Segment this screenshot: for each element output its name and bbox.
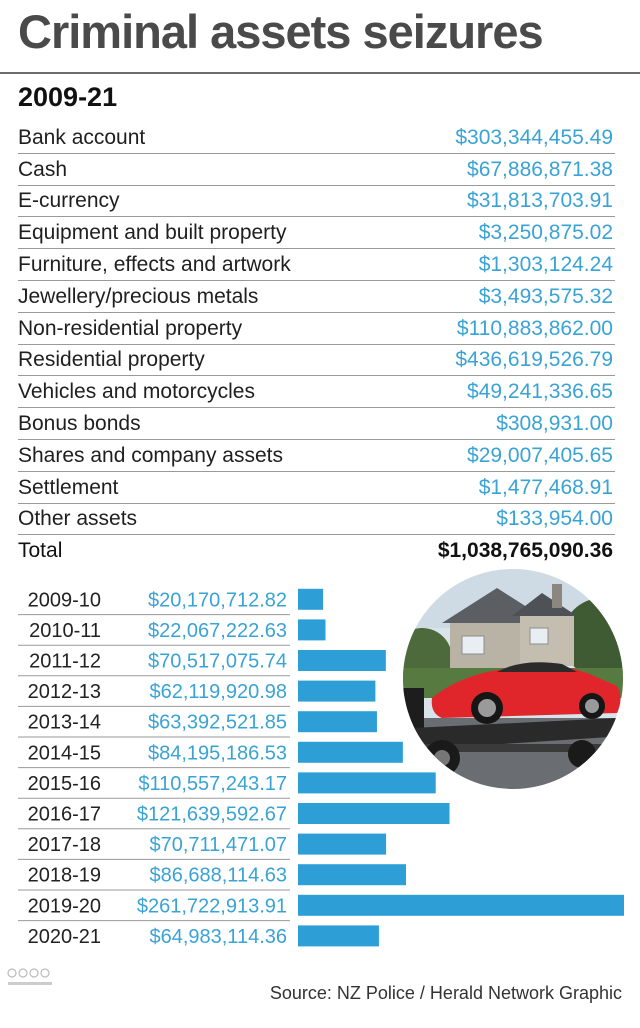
asset-row: Settlement $1,477,468.91 [18,472,615,504]
bar-value-label: $62,119,920.98 [149,681,287,703]
bar [298,833,387,855]
source-credit: Source: NZ Police / Herald Network Graph… [269,983,622,1003]
year-label: 2018-19 [28,865,101,887]
asset-label: Vehicles and motorcycles [18,380,255,404]
asset-row: Vehicles and motorcycles $49,241,336.65 [18,376,615,409]
year-label: 2015-16 [28,773,101,795]
asset-row: Non-residential property $110,883,862.00 [18,313,615,345]
asset-value: $67,886,871.38 [467,157,613,181]
asset-value: $308,931.00 [496,411,613,435]
year-label: 2009-10 [28,589,101,611]
asset-value: $1,477,468.91 [478,475,613,499]
asset-label: Shares and company assets [18,443,283,467]
year-label: 2011-12 [29,651,101,673]
title-divider [0,72,640,74]
year-label: 2014-15 [28,742,101,764]
asset-row: Residential property $436,619,526.79 [18,345,615,377]
bar-value-label: $20,170,712.82 [148,589,287,611]
year-label: 2019-20 [28,895,101,917]
asset-table: Bank account $303,344,455.49 Cash $67,886,8… [18,122,615,566]
asset-row: Bonus bonds $308,931.00 [18,408,615,440]
bar [298,650,386,671]
bar-value-label: $70,517,075.74 [148,651,287,673]
asset-value: $3,250,875.02 [478,221,613,245]
bar-value-label: $63,392,521.85 [148,712,287,734]
period-heading: 2009-21 [18,82,118,112]
bar [298,619,326,641]
bar [298,925,379,947]
asset-value: $303,344,455.49 [455,125,613,149]
year-label: 2012-13 [28,681,101,703]
watermark-logo [7,968,52,985]
bar-value-label: $121,639,592.67 [137,804,287,826]
bar [298,894,624,916]
chart-title: Criminal assets seizures [18,5,544,58]
asset-value: $49,241,336.65 [467,380,613,404]
asset-label: Bonus bonds [18,411,141,435]
asset-row: Furniture, effects and artwork $1,303,124… [18,249,615,281]
asset-label: Jewellery/precious metals [18,284,259,308]
bar-value-label: $261,722,913.91 [137,895,287,917]
year-label: 2016-17 [28,804,101,826]
bar [298,803,450,824]
year-label: 2020-21 [28,926,101,948]
seized-car-photo [403,569,623,789]
asset-value: $110,883,862.00 [456,316,613,340]
total-value: $1,038,765,090.36 [437,539,613,563]
asset-value: $31,813,703.91 [467,189,613,213]
asset-label: Residential property [18,348,205,372]
bar-value-label: $70,711,471.07 [149,834,287,856]
asset-row: Bank account $303,344,455.49 [18,122,615,154]
bar-value-label: $110,557,243.17 [138,773,287,795]
asset-label: Non-residential property [18,316,243,340]
year-label: 2013-14 [28,712,101,734]
bar-value-label: $84,195,186.53 [148,742,287,764]
asset-value: $3,493,575.32 [478,284,613,308]
bar [298,711,377,733]
total-row: Total $1,038,765,090.36 [18,535,615,566]
bar [298,864,406,886]
asset-row: E-currency $31,813,703.91 [18,186,615,218]
asset-value: $29,007,405.65 [467,443,613,467]
asset-value: $436,619,526.79 [455,348,613,372]
bar-value-label: $86,688,114.63 [149,865,287,887]
asset-label: E-currency [18,189,120,213]
asset-row: Jewellery/precious metals $3,493,575.32 [18,281,615,313]
bar [298,680,376,702]
bar [298,772,436,794]
asset-row: Equipment and built property $3,250,875.0… [18,217,615,250]
asset-label: Equipment and built property [18,221,287,245]
asset-label: Furniture, effects and artwork [18,252,291,276]
asset-row: Cash $67,886,871.38 [18,154,615,186]
year-label: 2017-18 [28,834,101,856]
asset-label: Cash [18,157,68,181]
year-label: 2010-11 [29,620,101,642]
asset-label: Settlement [18,475,119,499]
bar [298,588,324,610]
asset-label: Bank account [18,125,146,149]
total-label: Total [18,539,63,563]
yearly-bar-chart: 2009-10 $20,170,712.82 2010-11 $22,067,222.… [18,588,624,948]
bar-value-label: $64,983,114.36 [149,926,287,948]
asset-value: $1,303,124.24 [478,252,613,276]
bar-value-label: $22,067,222.63 [148,620,287,642]
asset-label: Other assets [18,507,138,531]
asset-value: $133,954.00 [496,507,613,531]
asset-row: Shares and company assets $29,007,405.65 [18,440,615,472]
asset-row: Other assets $133,954.00 [18,504,615,536]
bar [298,741,403,763]
